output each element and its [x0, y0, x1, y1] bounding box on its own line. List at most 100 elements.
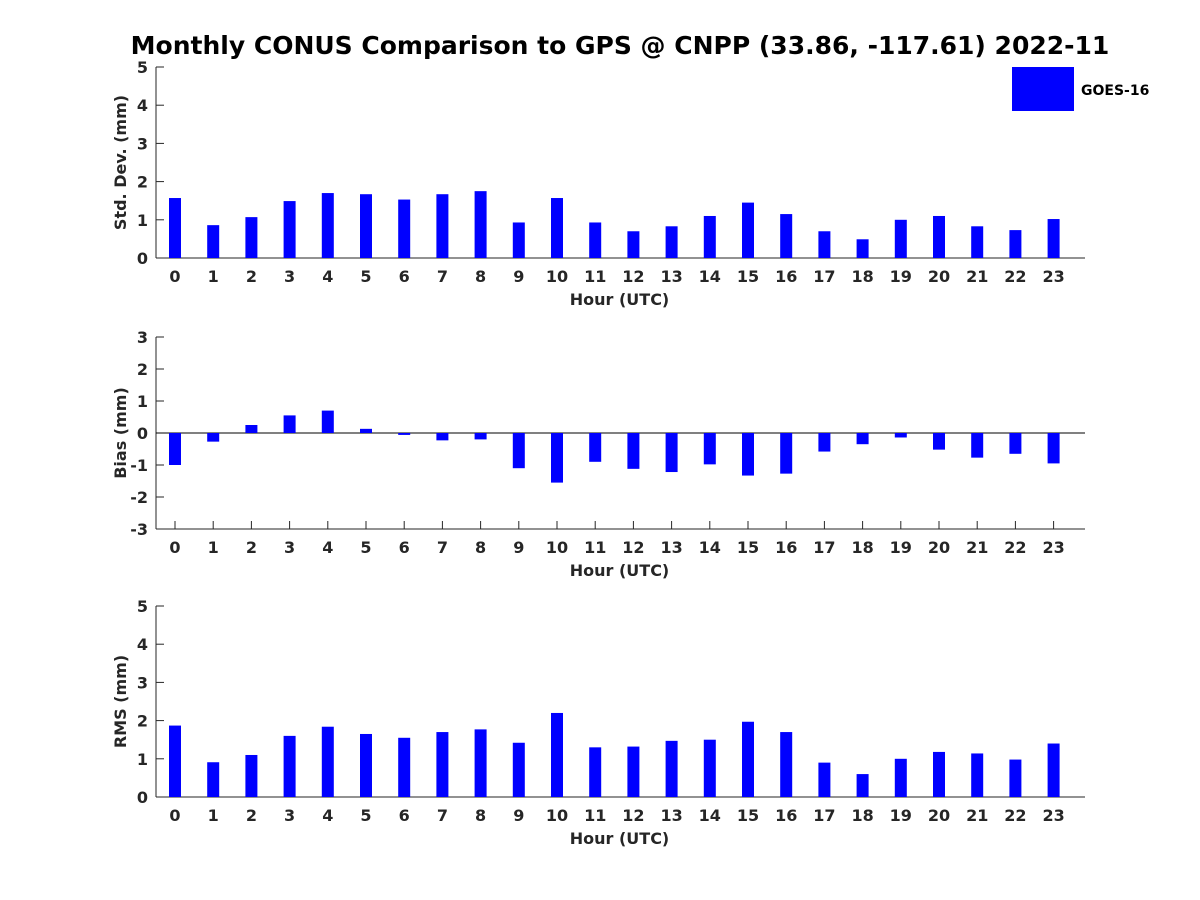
- bar-hour-19: [894, 433, 907, 438]
- x-tick-label: 5: [360, 538, 371, 557]
- bar-hour-21: [971, 433, 984, 458]
- bar-hour-22: [1009, 230, 1022, 258]
- x-tick-label: 20: [928, 267, 950, 286]
- bar-hour-22: [1009, 759, 1022, 797]
- bar-hour-0: [169, 725, 181, 797]
- bar-hour-2: [245, 754, 258, 797]
- bar-hour-21: [971, 226, 984, 258]
- legend: GOES-16: [1012, 67, 1149, 111]
- y-tick-label: 4: [137, 96, 148, 115]
- x-tick-label: 4: [322, 806, 333, 825]
- bar-hour-1: [207, 762, 220, 797]
- x-tick-label: 8: [475, 538, 486, 557]
- x-tick-label: 19: [890, 806, 912, 825]
- bar-hour-6: [398, 199, 411, 258]
- y-tick-label: 4: [137, 635, 148, 654]
- x-tick-label: 2: [246, 806, 257, 825]
- bar-hour-17: [818, 231, 831, 258]
- x-tick-label: 17: [813, 538, 835, 557]
- y-tick-label: -2: [130, 488, 148, 507]
- x-tick-label: 13: [660, 806, 682, 825]
- x-tick-label: 8: [475, 267, 486, 286]
- x-tick-label: 3: [284, 538, 295, 557]
- x-tick-label: 8: [475, 806, 486, 825]
- x-tick-label: 21: [966, 806, 988, 825]
- bar-hour-3: [283, 735, 296, 797]
- x-tick-label: 12: [622, 267, 644, 286]
- bar-hour-17: [818, 762, 831, 797]
- bar-hour-2: [245, 425, 258, 433]
- x-tick-label: 18: [851, 267, 873, 286]
- y-axis-label: Bias (mm): [111, 387, 130, 479]
- bar-hour-0: [169, 198, 181, 258]
- x-tick-label: 19: [890, 538, 912, 557]
- bar-hour-20: [933, 751, 945, 797]
- x-tick-label: 10: [546, 538, 568, 557]
- bar-hour-9: [512, 742, 525, 797]
- bar-hour-16: [780, 732, 793, 797]
- x-tick-label: 22: [1004, 806, 1026, 825]
- x-tick-label: 20: [928, 806, 950, 825]
- y-tick-label: 5: [137, 597, 148, 616]
- x-tick-label: 16: [775, 267, 797, 286]
- x-tick-label: 23: [1042, 267, 1064, 286]
- x-tick-label: 5: [360, 267, 371, 286]
- bar-hour-20: [933, 433, 945, 450]
- x-tick-label: 11: [584, 267, 606, 286]
- x-axis-label: Hour (UTC): [570, 561, 670, 580]
- bar-hour-7: [436, 732, 449, 797]
- bar-hour-11: [589, 222, 602, 258]
- x-tick-label: 5: [360, 806, 371, 825]
- bar-hour-13: [665, 226, 678, 258]
- x-tick-label: 2: [246, 267, 257, 286]
- x-tick-label: 19: [890, 267, 912, 286]
- x-tick-label: 22: [1004, 538, 1026, 557]
- bar-hour-11: [589, 433, 602, 462]
- y-axis-label: RMS (mm): [111, 655, 130, 748]
- bar-hour-5: [360, 733, 372, 797]
- bar-hour-7: [436, 194, 449, 258]
- y-tick-label: 0: [137, 424, 148, 443]
- x-tick-label: 9: [513, 806, 524, 825]
- x-tick-label: 11: [584, 538, 606, 557]
- x-tick-label: 12: [622, 538, 644, 557]
- y-tick-label: 2: [137, 173, 148, 192]
- x-tick-label: 13: [660, 538, 682, 557]
- x-tick-label: 17: [813, 806, 835, 825]
- bar-hour-13: [665, 433, 678, 473]
- bar-hour-14: [703, 739, 716, 797]
- bar-hour-21: [971, 753, 984, 797]
- x-tick-label: 2: [246, 538, 257, 557]
- bar-hour-9: [512, 433, 525, 469]
- x-tick-label: 3: [284, 267, 295, 286]
- x-tick-label: 9: [513, 538, 524, 557]
- bar-hour-8: [474, 433, 487, 440]
- bar-hour-2: [245, 217, 258, 258]
- bar-hour-23: [1047, 433, 1060, 464]
- bar-hour-3: [283, 415, 296, 433]
- x-tick-label: 15: [737, 806, 759, 825]
- bar-hour-17: [818, 433, 831, 452]
- bar-hour-0: [169, 433, 181, 465]
- x-tick-label: 15: [737, 538, 759, 557]
- x-tick-label: 10: [546, 267, 568, 286]
- bar-hour-10: [551, 198, 563, 258]
- x-tick-label: 12: [622, 806, 644, 825]
- legend-label-goes-16: GOES-16: [1081, 83, 1149, 99]
- bar-hour-14: [703, 215, 716, 258]
- x-tick-label: 0: [169, 267, 180, 286]
- bar-hour-11: [589, 747, 602, 797]
- bar-hour-16: [780, 433, 793, 474]
- bar-hour-15: [742, 721, 754, 797]
- bar-hour-20: [933, 215, 945, 258]
- y-tick-label: 2: [137, 360, 148, 379]
- x-tick-label: 11: [584, 806, 606, 825]
- x-tick-label: 18: [851, 538, 873, 557]
- x-tick-label: 23: [1042, 538, 1064, 557]
- bar-hour-3: [283, 201, 296, 258]
- x-axis-label: Hour (UTC): [570, 290, 670, 309]
